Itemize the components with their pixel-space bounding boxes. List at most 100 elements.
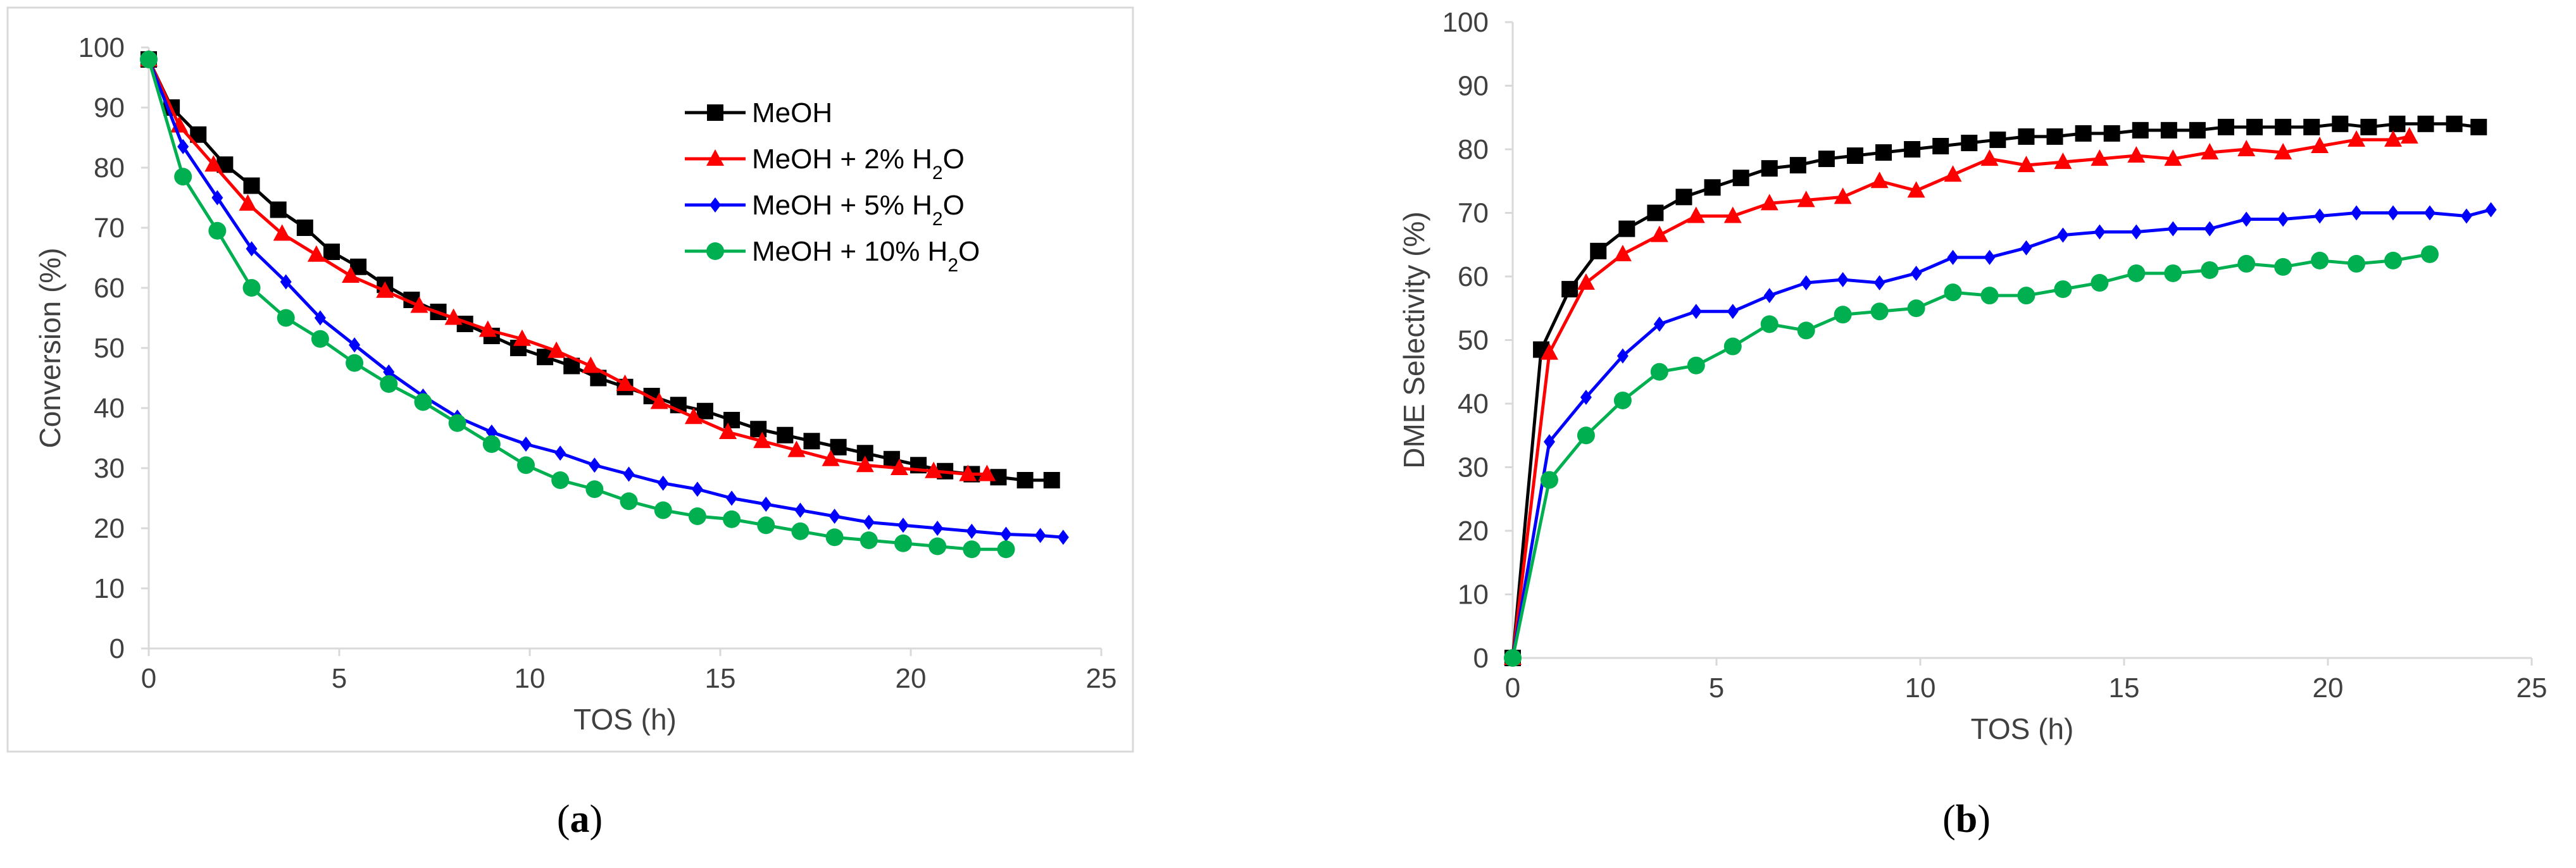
selectivity-data-point (2311, 136, 2329, 153)
selectivity-data-point (1761, 160, 1778, 177)
conversion-data-point (239, 194, 257, 211)
conversion-data-point (311, 330, 329, 348)
selectivity-data-point (2132, 121, 2149, 139)
selectivity-x-tick-label: 5 (1709, 673, 1724, 704)
conversion-data-point (719, 423, 737, 439)
conversion-data-point (520, 437, 532, 452)
selectivity-x-tick-label: 25 (2517, 673, 2548, 704)
selectivity-data-point (1797, 190, 1815, 208)
conversion-data-point (243, 177, 260, 194)
conversion-x-tick-label: 20 (896, 663, 927, 694)
selectivity-chart: 0 5 10 15 20 25 0 10 20 30 40 50 60 70 80 90 100 TOS (h) D… (1397, 7, 2547, 841)
selectivity-data-point (1687, 356, 1705, 375)
selectivity-data-point (2360, 118, 2377, 135)
selectivity-data-point (2167, 221, 2179, 237)
selectivity-x-tick-label: 0 (1505, 673, 1520, 704)
selectivity-data-point (2091, 149, 2109, 166)
conversion-series-line (147, 59, 1006, 551)
selectivity-y-tick-label: 50 (1458, 325, 1489, 356)
selectivity-data-point (1760, 315, 1779, 333)
conversion-x-tick-label: 10 (515, 663, 546, 694)
conversion-x-tick-label: 15 (705, 663, 736, 694)
selectivity-data-point (1580, 389, 1592, 405)
selectivity-data-point (2314, 208, 2326, 224)
selectivity-data-point (1616, 348, 1629, 364)
conversion-data-point (177, 139, 189, 154)
conversion-data-point (323, 244, 340, 260)
conversion-data-point (897, 518, 909, 533)
conversion-data-point (204, 155, 223, 172)
conversion-data-point (307, 245, 325, 262)
conversion-chart-border (6, 6, 1134, 753)
selectivity-data-point (2303, 118, 2320, 135)
selectivity-data-point (1543, 434, 1555, 450)
legend-marker (706, 149, 724, 166)
conversion-series-0 (141, 51, 1060, 488)
conversion-data-point (376, 281, 394, 298)
legend-label: MeOH + 2% H2O (752, 144, 965, 183)
selectivity-data-point (1561, 281, 1579, 298)
legend-label: MeOH (752, 97, 832, 128)
selectivity-data-point (2351, 205, 2363, 221)
selectivity-data-point (1613, 244, 1632, 261)
selectivity-data-point (1763, 288, 1775, 304)
conversion-data-point (753, 431, 772, 449)
conversion-data-point (342, 266, 360, 283)
selectivity-data-point (2274, 257, 2292, 276)
conversion-x-tick-label: 25 (1086, 663, 1117, 694)
selectivity-data-point (2274, 143, 2292, 160)
conversion-data-point (620, 492, 638, 511)
selectivity-data-point (1837, 272, 1849, 288)
selectivity-data-point (2189, 121, 2206, 139)
conversion-data-point (547, 341, 566, 358)
selectivity-data-point (2127, 264, 2146, 282)
conversion-data-point (828, 509, 841, 524)
selectivity-data-point (1650, 363, 1668, 381)
conversion-data-point (585, 480, 604, 499)
conversion-data-point (997, 540, 1015, 559)
conversion-data-point (890, 459, 908, 475)
conversion-y-tick-label: 80 (94, 152, 125, 183)
selectivity-data-point (1980, 287, 1999, 305)
selectivity-data-point (1613, 391, 1632, 409)
selectivity-data-point (1800, 275, 1812, 291)
selectivity-data-point (2348, 130, 2366, 147)
selectivity-y-tick-label: 80 (1458, 134, 1489, 165)
selectivity-data-point (2218, 118, 2234, 135)
conversion-data-point (314, 310, 326, 326)
conversion-data-point (1000, 526, 1012, 542)
selectivity-data-point (1687, 206, 1705, 223)
selectivity-data-point (2057, 227, 2069, 243)
conversion-data-point (554, 445, 566, 461)
conversion-data-point (589, 457, 601, 473)
conversion-data-point (959, 464, 977, 481)
selectivity-data-point (1727, 304, 1739, 319)
conversion-data-point (551, 471, 570, 489)
selectivity-data-point (2164, 264, 2182, 282)
selectivity-data-point (2470, 118, 2487, 135)
selectivity-data-point (1540, 471, 1558, 489)
conversion-data-point (750, 421, 767, 438)
conversion-data-point (444, 308, 463, 325)
conversion-y-tick-label: 30 (94, 453, 125, 484)
selectivity-data-point (1504, 649, 1522, 667)
conversion-data-point (925, 461, 943, 478)
conversion-data-point (856, 456, 874, 473)
conversion-data-point (650, 392, 668, 409)
conversion-data-point (513, 329, 531, 346)
selectivity-data-point (2421, 245, 2439, 263)
selectivity-data-point (1870, 302, 1889, 321)
legend-marker (710, 197, 721, 213)
conversion-panel-label: (a) (557, 798, 603, 841)
selectivity-data-point (1723, 206, 1742, 223)
selectivity-data-point (2054, 280, 2072, 299)
selectivity-data-point (1980, 149, 1999, 166)
conversion-data-point (654, 501, 672, 519)
selectivity-data-point (2384, 251, 2403, 270)
conversion-y-tick-label: 10 (94, 573, 125, 604)
selectivity-data-point (2094, 224, 2106, 240)
conversion-series-line (147, 58, 1052, 482)
conversion-series-line (147, 59, 1063, 539)
selectivity-y-tick-label: 0 (1473, 643, 1489, 674)
